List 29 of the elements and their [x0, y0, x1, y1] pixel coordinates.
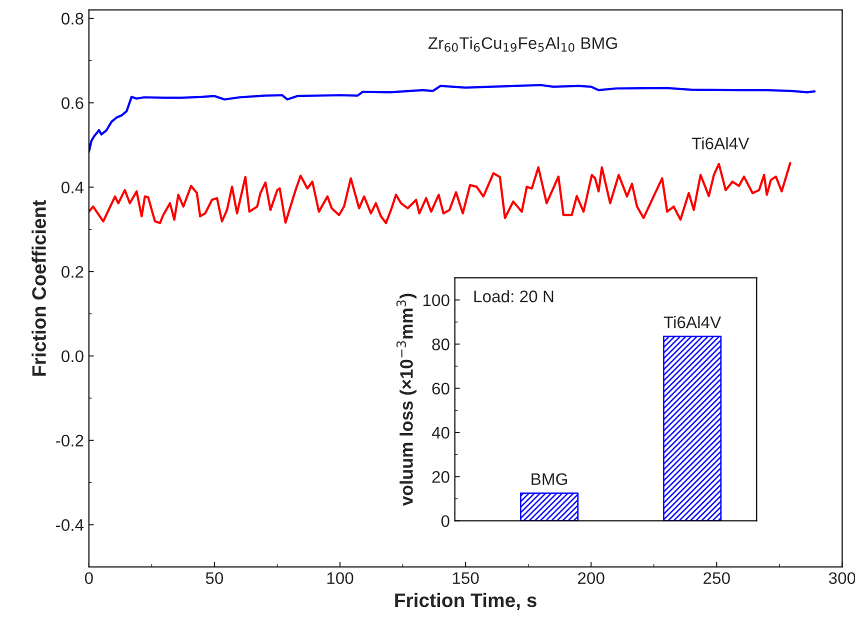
annotation: Load: 20 N — [474, 290, 554, 302]
y-axis-title: voluum loss (×10$^{−3}$mm$^{3}$) — [396, 294, 416, 506]
line-series — [88, 162, 792, 224]
y-tick-label: 40 — [432, 426, 450, 439]
x-tick-label: 150 — [452, 572, 479, 584]
y-tick-label: 0.8 — [62, 12, 84, 25]
y-tick-label: 20 — [432, 471, 450, 483]
x-tick-label: 300 — [828, 572, 855, 584]
line-series — [88, 84, 816, 153]
x-axis-title: Friction Time, s — [395, 592, 536, 610]
y-tick-label: 0.2 — [62, 266, 84, 278]
text: Zr$_{60}$Ti$_{6}$Cu$_{19}$Fe$_{5}$Al$_{10}$ BMG — [428, 36, 617, 52]
y-axis-title: Friction Coefficient — [32, 200, 46, 376]
series-label: Ti6Al4V — [692, 137, 750, 150]
x-tick-label: 0 — [84, 572, 93, 584]
y-tick-label: 0 — [441, 515, 450, 528]
y-tick-label: -0.2 — [56, 434, 84, 447]
y-tick-label: -0.4 — [56, 519, 84, 531]
x-tick-label: 100 — [327, 572, 354, 584]
y-tick-label: 0.6 — [62, 97, 84, 109]
y-tick-label: 80 — [432, 338, 450, 350]
y-tick-label: 60 — [432, 382, 450, 394]
x-tick-label: BMG — [532, 473, 568, 486]
x-tick-label: 50 — [206, 572, 224, 584]
x-tick-label: 200 — [578, 572, 604, 584]
y-tick-label: 100 — [423, 294, 450, 306]
y-tick-label: 0.4 — [62, 182, 84, 194]
x-tick-label: 250 — [704, 572, 730, 584]
y-tick-label: 0.0 — [62, 350, 84, 362]
